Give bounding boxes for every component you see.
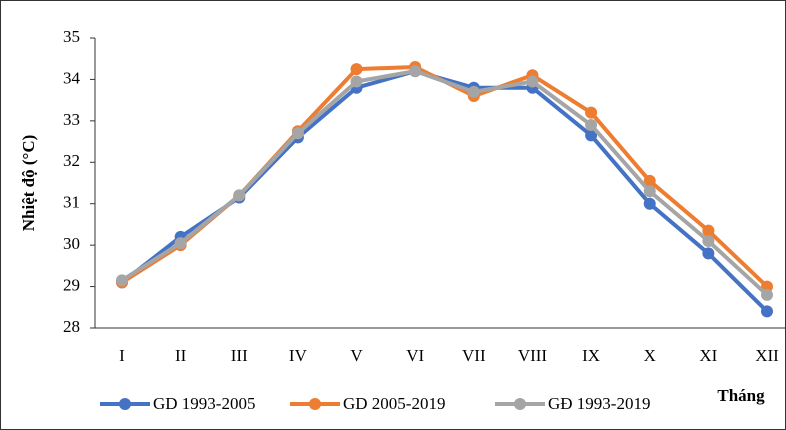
legend-label: GĐ 1993-2019 xyxy=(548,394,650,413)
y-tick-label: 31 xyxy=(63,193,80,212)
data-point xyxy=(233,189,246,202)
y-tick-label: 29 xyxy=(63,275,80,294)
x-tick-label: VIII xyxy=(518,346,548,365)
y-tick-label: 28 xyxy=(63,317,80,336)
data-point xyxy=(643,197,656,210)
data-point xyxy=(291,127,304,140)
data-point xyxy=(761,288,773,301)
x-tick-label: II xyxy=(175,346,187,365)
x-tick-label: XI xyxy=(699,346,717,365)
data-point xyxy=(702,235,715,247)
x-tick-label: VI xyxy=(406,346,424,365)
y-tick-label: 30 xyxy=(63,234,80,253)
data-point xyxy=(643,174,656,187)
data-point xyxy=(585,106,598,119)
data-point xyxy=(174,237,187,250)
y-tick-label: 33 xyxy=(63,110,80,129)
x-tick-label: IX xyxy=(582,346,600,365)
series-line xyxy=(120,69,769,297)
x-tick-label: IV xyxy=(289,346,308,365)
legend-marker xyxy=(514,398,526,410)
x-tick-label: VII xyxy=(462,346,486,365)
data-point xyxy=(350,75,363,88)
data-point xyxy=(643,185,656,198)
y-tick-label: 32 xyxy=(63,151,80,170)
x-tick-label: XII xyxy=(755,346,779,365)
x-tick-label: V xyxy=(350,346,363,365)
data-point xyxy=(702,224,715,237)
x-tick-label: I xyxy=(119,346,125,365)
data-point xyxy=(409,65,422,78)
data-point xyxy=(350,63,363,76)
legend-label: GD 2005-2019 xyxy=(343,394,445,413)
data-point xyxy=(526,75,539,88)
data-point xyxy=(116,274,128,287)
y-tick-label: 34 xyxy=(63,68,81,87)
data-point xyxy=(467,85,480,98)
y-axis-label: Nhiệt độ (°C) xyxy=(19,135,38,232)
y-tick-label: 35 xyxy=(63,27,80,46)
x-tick-label: X xyxy=(644,346,656,365)
legend-marker xyxy=(119,398,131,410)
data-point xyxy=(761,305,773,318)
data-point xyxy=(702,247,715,260)
data-point xyxy=(585,129,598,142)
x-tick-label: III xyxy=(231,346,248,365)
legend-label: GD 1993-2005 xyxy=(153,394,255,413)
legend-marker xyxy=(309,398,321,410)
x-axis-label: Tháng xyxy=(717,386,765,405)
data-point xyxy=(585,119,598,131)
